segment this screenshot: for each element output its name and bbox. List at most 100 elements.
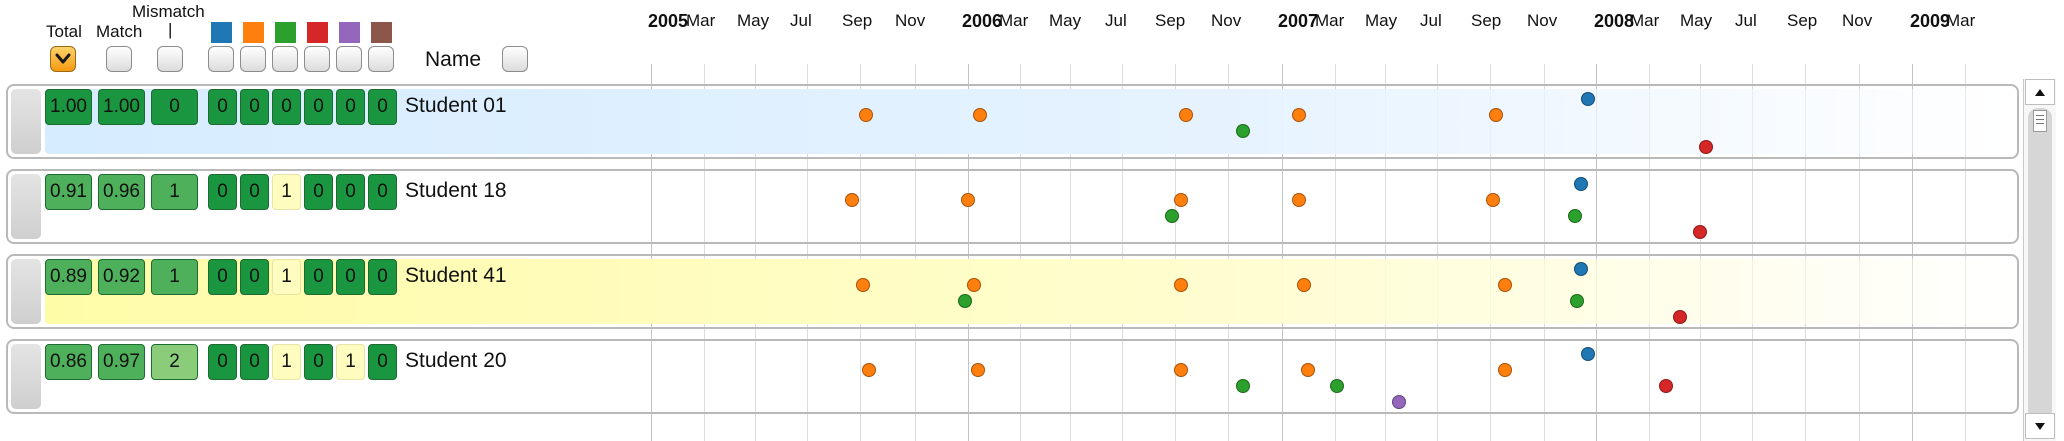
timeline-event-dot[interactable] — [973, 108, 988, 122]
timeline-month-label: Mar — [1630, 11, 1660, 30]
timeline-event-dot[interactable] — [1673, 310, 1688, 324]
sort-by-blue-count-button[interactable] — [208, 46, 234, 72]
scrollbar-thumb[interactable] — [2028, 108, 2052, 430]
timeline-year-label: 2009 — [1910, 11, 1951, 31]
total-column-label: Total — [46, 22, 82, 41]
category-count-cell: 0 — [208, 344, 237, 380]
category-swatch-blue — [211, 22, 232, 43]
timeline-event-dot[interactable] — [1573, 177, 1588, 191]
timeline-event-dot[interactable] — [1573, 262, 1588, 276]
timeline-event-dot[interactable] — [1485, 193, 1500, 207]
category-count-cell: 0 — [304, 174, 333, 210]
sort-by-mismatch-button[interactable] — [157, 46, 183, 72]
timeline-event-dot[interactable] — [1174, 193, 1189, 207]
student-row[interactable]: 0.91 0.96 1 0 0 1 0 0 0 Student 18 — [6, 169, 2019, 244]
mismatch-count-cell: 2 — [151, 344, 198, 380]
match-score-cell: 0.97 — [98, 344, 145, 380]
timeline-event-dot[interactable] — [1330, 379, 1345, 393]
student-row[interactable]: 1.00 1.00 0 0 0 0 0 0 0 Student 01 — [6, 84, 2019, 159]
timeline-event-dot[interactable] — [1698, 140, 1713, 154]
timeline-event-dot[interactable] — [1391, 395, 1406, 409]
scrollbar-grip-icon[interactable] — [2033, 110, 2047, 132]
category-count-cell: 0 — [208, 174, 237, 210]
row-drag-handle[interactable] — [11, 259, 41, 324]
timeline-gridline — [1700, 64, 1701, 441]
category-count-cell: 0 — [368, 174, 397, 210]
mismatch-tick-mark: | — [168, 20, 173, 39]
timeline-event-dot[interactable] — [1497, 278, 1512, 292]
student-name: Student 20 — [405, 349, 507, 372]
timeline-gridline — [1020, 64, 1021, 441]
timeline-event-dot[interactable] — [855, 278, 870, 292]
sort-by-name-button[interactable] — [502, 46, 528, 72]
timeline-event-dot[interactable] — [1497, 363, 1512, 377]
category-count-cell: 0 — [368, 259, 397, 295]
sort-by-green-count-button[interactable] — [272, 46, 298, 72]
timeline-event-dot[interactable] — [1580, 92, 1595, 106]
timeline-event-dot[interactable] — [1301, 363, 1316, 377]
category-swatch-brown — [371, 22, 392, 43]
timeline-event-dot[interactable] — [1570, 294, 1585, 308]
category-count-cell: 0 — [368, 344, 397, 380]
timeline-event-dot[interactable] — [961, 193, 976, 207]
sort-by-brown-count-button[interactable] — [368, 46, 394, 72]
timeline-event-dot[interactable] — [967, 278, 982, 292]
timeline-event-dot[interactable] — [1580, 347, 1595, 361]
scroll-down-button[interactable] — [2025, 413, 2055, 439]
row-drag-handle[interactable] — [11, 344, 41, 409]
timeline-event-dot[interactable] — [1164, 209, 1179, 223]
category-swatch-red — [307, 22, 328, 43]
timeline-event-dot[interactable] — [1178, 108, 1193, 122]
timeline-event-dot[interactable] — [1292, 193, 1307, 207]
student-name: Student 41 — [405, 264, 507, 287]
timeline-month-label: Sep — [842, 11, 873, 30]
timeline-gridline — [704, 64, 705, 441]
sort-by-match-button[interactable] — [106, 46, 132, 72]
sort-by-red-count-button[interactable] — [304, 46, 330, 72]
category-count-cell: 0 — [208, 259, 237, 295]
category-count-cell: 0 — [240, 89, 269, 125]
timeline-event-dot[interactable] — [1296, 278, 1311, 292]
timeline-event-dot[interactable] — [845, 193, 860, 207]
timeline-event-dot[interactable] — [1489, 108, 1504, 122]
timeline-event-dot[interactable] — [1174, 278, 1189, 292]
chevron-down-icon — [55, 53, 71, 64]
timeline-gridline — [1122, 64, 1123, 441]
timeline-event-dot[interactable] — [1235, 379, 1250, 393]
timeline-gridline — [1649, 64, 1650, 441]
student-row[interactable]: 0.89 0.92 1 0 0 1 0 0 0 Student 41 — [6, 254, 2019, 329]
timeline-gridline — [1228, 64, 1229, 441]
total-score-cell: 0.91 — [45, 174, 92, 210]
total-score-cell: 0.86 — [45, 344, 92, 380]
timeline-month-label: Nov — [895, 11, 926, 30]
match-score-cell: 0.96 — [98, 174, 145, 210]
timeline-year-label: 2006 — [962, 11, 1003, 31]
timeline-event-dot[interactable] — [1692, 225, 1707, 239]
row-drag-handle[interactable] — [11, 89, 41, 154]
row-drag-handle[interactable] — [11, 174, 41, 239]
timeline-month-label: Mar — [1946, 11, 1976, 30]
timeline-event-dot[interactable] — [861, 363, 876, 377]
timeline-event-dot[interactable] — [1174, 363, 1189, 377]
mismatch-count-cell: 1 — [151, 174, 198, 210]
timeline-event-dot[interactable] — [1659, 379, 1674, 393]
student-row[interactable]: 0.86 0.97 2 0 0 1 0 1 0 Student 20 — [6, 339, 2019, 414]
timeline-event-dot[interactable] — [1235, 124, 1250, 138]
category-count-cell: 1 — [272, 344, 301, 380]
timeline-event-dot[interactable] — [957, 294, 972, 308]
sort-by-orange-count-button[interactable] — [240, 46, 266, 72]
timeline-gridline — [755, 64, 756, 441]
sort-by-total-button[interactable] — [50, 46, 76, 72]
total-score-cell: 0.89 — [45, 259, 92, 295]
sort-by-purple-count-button[interactable] — [336, 46, 362, 72]
category-count-cell: 0 — [368, 89, 397, 125]
timeline-event-dot[interactable] — [1292, 108, 1307, 122]
total-score-cell: 1.00 — [45, 89, 92, 125]
timeline-month-label: Mar — [999, 11, 1029, 30]
timeline-event-dot[interactable] — [859, 108, 874, 122]
timeline-event-dot[interactable] — [1567, 209, 1582, 223]
timeline-month-label: Nov — [1211, 11, 1242, 30]
scroll-up-button[interactable] — [2025, 79, 2055, 105]
timeline-month-label: Mar — [686, 11, 716, 30]
timeline-event-dot[interactable] — [970, 363, 985, 377]
